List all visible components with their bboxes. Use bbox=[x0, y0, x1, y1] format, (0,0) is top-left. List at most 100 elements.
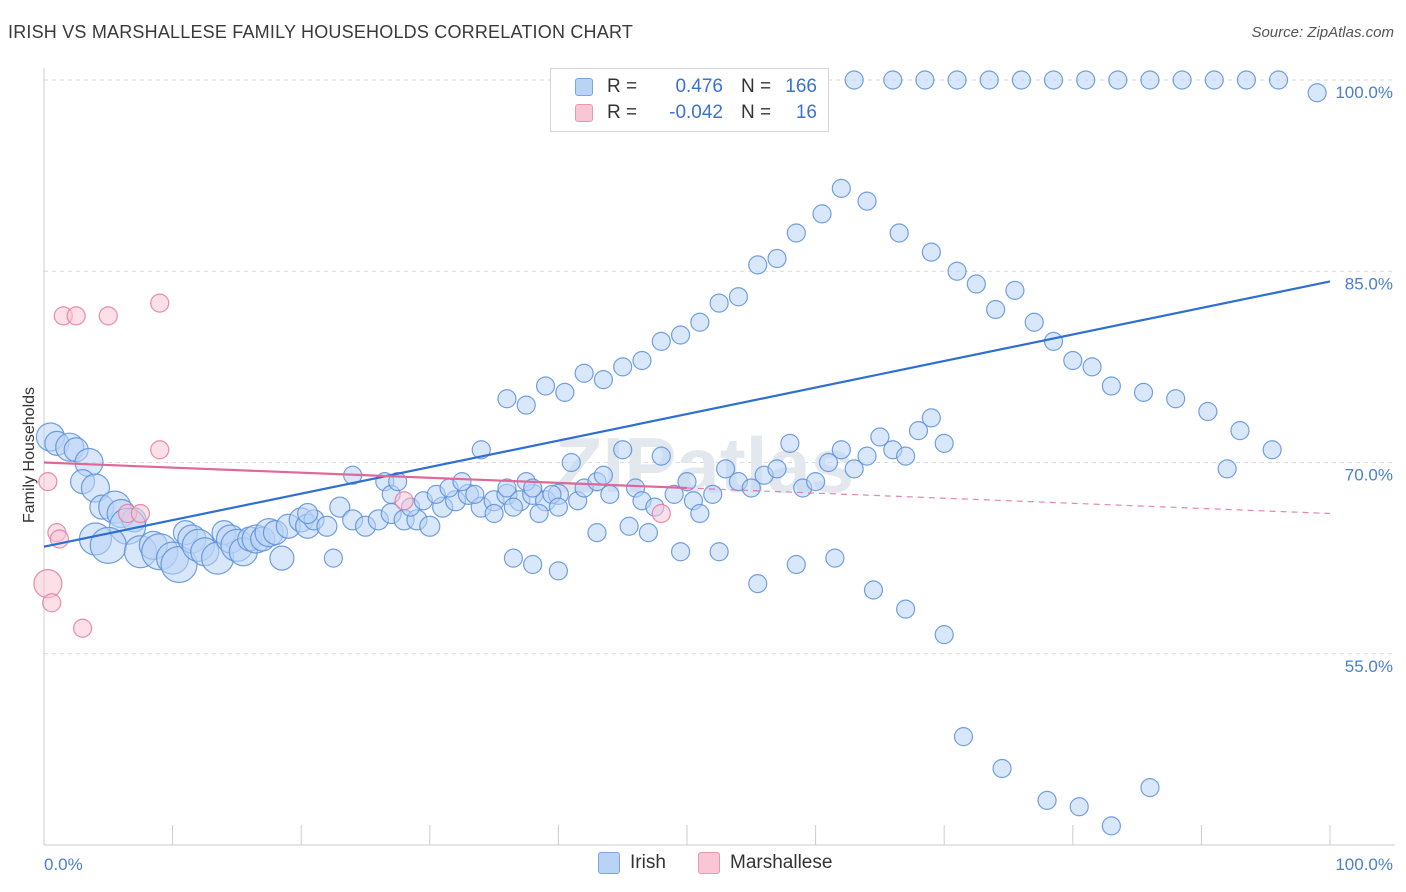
chart-title: IRISH VS MARSHALLESE FAMILY HOUSEHOLDS C… bbox=[8, 22, 634, 42]
irish-point bbox=[889, 223, 909, 243]
legend-row-marshallese: R = -0.042 N = 16 bbox=[575, 101, 817, 125]
x-tick-label: 100.0% bbox=[1335, 855, 1393, 874]
marshallese-point bbox=[130, 503, 151, 524]
irish-point bbox=[670, 325, 691, 345]
irish-point bbox=[297, 502, 319, 525]
legend-swatch-marshallese bbox=[575, 104, 593, 122]
marshallese-point bbox=[38, 472, 58, 492]
irish-point bbox=[452, 472, 472, 492]
legend-r-value: -0.042 bbox=[669, 102, 723, 123]
irish-point bbox=[523, 478, 543, 498]
irish-point bbox=[915, 70, 935, 90]
irish-point bbox=[818, 452, 839, 473]
irish-point bbox=[947, 70, 967, 90]
irish-point bbox=[921, 242, 941, 262]
irish-point bbox=[748, 255, 768, 275]
irish-point bbox=[651, 331, 671, 351]
irish-point bbox=[715, 459, 736, 479]
irish-point bbox=[896, 599, 916, 619]
irish-point bbox=[1011, 70, 1031, 90]
irish-point bbox=[831, 178, 851, 198]
irish-point bbox=[600, 484, 620, 504]
irish-point bbox=[593, 465, 614, 485]
legend-n-value: 16 bbox=[795, 102, 817, 123]
legend-r-value: 0.476 bbox=[675, 76, 723, 97]
irish-point bbox=[535, 376, 556, 396]
irish-point bbox=[844, 70, 864, 90]
irish-point bbox=[1108, 70, 1128, 90]
irish-point bbox=[857, 191, 877, 211]
irish-point bbox=[1076, 70, 1096, 90]
irish-point bbox=[503, 497, 523, 517]
irish-point bbox=[896, 446, 916, 466]
legend-label-irish: Irish bbox=[630, 852, 666, 873]
legend-row-irish: R = 0.476 N = 166 bbox=[575, 75, 817, 99]
irish-point bbox=[741, 478, 761, 498]
irish-point bbox=[709, 542, 729, 562]
irish-point bbox=[1133, 382, 1154, 402]
y-tick-label: 55.0% bbox=[1345, 657, 1393, 676]
irish-point bbox=[613, 357, 633, 377]
legend-item-marshallese[interactable]: Marshallese bbox=[698, 852, 832, 874]
y-tick-label: 70.0% bbox=[1345, 466, 1393, 485]
irish-point bbox=[523, 554, 543, 575]
irish-point bbox=[934, 433, 954, 453]
irish-point bbox=[1005, 280, 1025, 300]
irish-point bbox=[728, 287, 749, 307]
irish-point bbox=[316, 515, 338, 537]
irish-point bbox=[844, 459, 864, 479]
irish-point bbox=[1140, 778, 1160, 798]
irish-point bbox=[908, 421, 929, 441]
marshallese-point bbox=[33, 569, 63, 599]
irish-point bbox=[966, 274, 986, 294]
irish-point bbox=[587, 523, 607, 543]
irish-point bbox=[516, 395, 536, 415]
irish-point bbox=[1037, 790, 1057, 810]
irish-point bbox=[857, 446, 877, 466]
irish-point bbox=[613, 440, 633, 460]
irish-point bbox=[1166, 389, 1186, 409]
irish-point bbox=[825, 548, 845, 568]
y-tick-label: 85.0% bbox=[1345, 274, 1393, 293]
legend-n-value: 166 bbox=[785, 76, 817, 97]
irish-point bbox=[767, 248, 787, 269]
marshallese-point bbox=[98, 306, 118, 326]
irish-point bbox=[670, 542, 691, 562]
irish-point bbox=[1172, 70, 1192, 90]
y-axis-label: Family Households bbox=[21, 387, 38, 523]
irish-point bbox=[1140, 70, 1160, 90]
irish-point bbox=[529, 503, 549, 524]
irish-point bbox=[863, 580, 884, 600]
irish-point bbox=[780, 433, 800, 453]
irish-point bbox=[690, 312, 710, 332]
marshallese-point bbox=[394, 491, 414, 511]
irish-point bbox=[953, 727, 974, 747]
irish-point bbox=[419, 515, 441, 537]
irish-trend-line bbox=[43, 280, 1331, 548]
irish-point bbox=[1262, 440, 1282, 460]
irish-point bbox=[805, 472, 826, 492]
legend-swatch-marshallese bbox=[698, 852, 720, 874]
irish-point bbox=[548, 497, 569, 517]
irish-point bbox=[632, 350, 652, 371]
irish-point bbox=[677, 472, 697, 492]
irish-point bbox=[323, 548, 343, 568]
irish-point bbox=[690, 503, 710, 524]
marshallese-point bbox=[66, 306, 86, 326]
legend-n-label: N = bbox=[741, 76, 772, 97]
irish-point bbox=[786, 554, 806, 575]
irish-point bbox=[471, 440, 491, 460]
marshallese-point bbox=[651, 503, 671, 524]
chart-source: Source: ZipAtlas.com bbox=[1251, 24, 1394, 41]
marshallese-point bbox=[150, 440, 170, 460]
irish-point bbox=[1063, 350, 1083, 371]
irish-point bbox=[870, 427, 890, 447]
irish-point bbox=[1236, 70, 1257, 90]
marshallese-trend-line bbox=[43, 461, 688, 490]
irish-point bbox=[1198, 401, 1218, 422]
irish-point bbox=[651, 446, 671, 466]
irish-point bbox=[329, 496, 351, 518]
legend-swatch-irish bbox=[575, 78, 593, 96]
legend-item-irish[interactable]: Irish bbox=[598, 852, 666, 874]
